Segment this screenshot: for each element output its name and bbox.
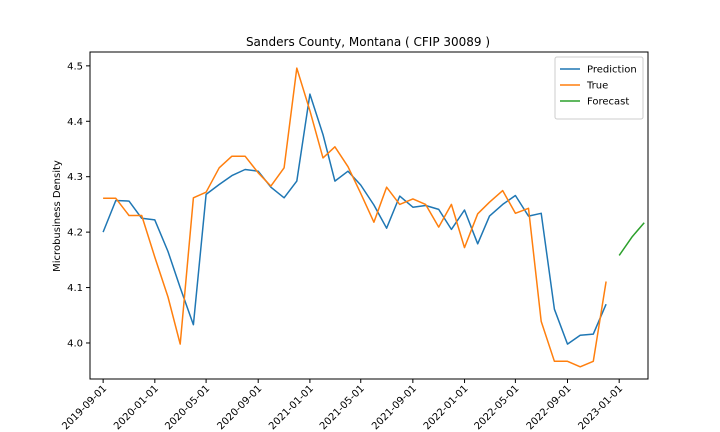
y-tick-label: 4.4 [67, 117, 83, 128]
y-tick-label: 4.5 [67, 61, 83, 72]
y-tick-label: 4.2 [67, 228, 83, 239]
series-layer [102, 67, 645, 368]
legend: Prediction True Forecast [554, 56, 644, 120]
y-axis: 4.0 4.1 4.2 4.3 4.4 4.5 [67, 61, 90, 349]
y-tick-label: 4.3 [67, 172, 83, 183]
legend-label-forecast: Forecast [587, 97, 629, 108]
legend-label-true: True [586, 81, 608, 92]
series-line-prediction [102, 93, 607, 345]
series-line-forecast [618, 222, 645, 256]
legend-box [554, 56, 644, 120]
series-line-true [103, 67, 607, 368]
plot-area [89, 51, 649, 380]
y-tick-label: 4.0 [67, 338, 83, 349]
legend-label-prediction: Prediction [587, 65, 637, 76]
y-axis-title: Microbusiness Density [52, 160, 63, 272]
y-tick-label: 4.1 [67, 283, 83, 294]
chart-title: Sanders County, Montana ( CFIP 30089 ) [246, 35, 490, 49]
